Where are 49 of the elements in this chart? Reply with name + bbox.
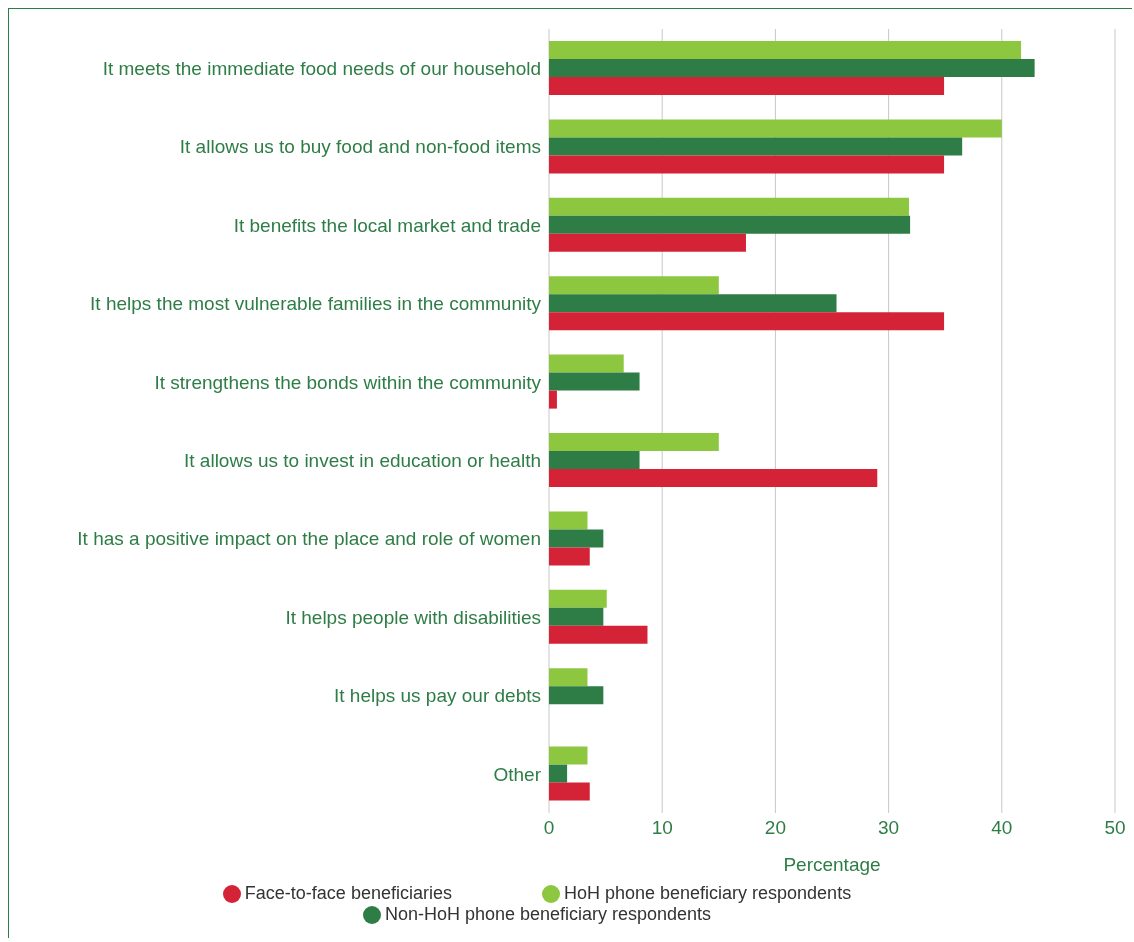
bar [549, 511, 588, 530]
bar [549, 433, 719, 451]
bar [549, 668, 588, 687]
bar [549, 686, 604, 705]
y-tick-label: Other [493, 763, 542, 785]
bar [549, 294, 837, 313]
bar [549, 764, 568, 783]
legend-label: Face-to-face beneficiaries [244, 883, 452, 903]
bar [549, 529, 604, 548]
legend-label: HoH phone beneficiary respondents [563, 883, 852, 903]
bar [549, 547, 590, 566]
y-tick-label: It helps people with disabilities [285, 606, 541, 628]
bar [549, 372, 640, 391]
bar [549, 77, 945, 95]
y-tick-label: It allows us to buy food and non-food items [179, 136, 541, 158]
bar [549, 276, 719, 295]
bar [549, 607, 604, 626]
bar [549, 233, 746, 252]
bar [549, 390, 557, 409]
x-tick-label: 30 [878, 817, 900, 839]
bar [549, 746, 588, 765]
y-tick-label: It helps us pay our debts [333, 685, 541, 707]
y-tick-label: It allows us to invest in education or health [184, 449, 541, 471]
bar [549, 625, 648, 644]
y-tick-label: It benefits the local market and trade [233, 214, 541, 236]
bar [549, 59, 1035, 77]
bar [549, 137, 963, 156]
bar [549, 354, 624, 373]
bar [549, 589, 607, 608]
x-tick-label: 50 [1104, 817, 1126, 839]
bar [549, 41, 1022, 59]
y-tick-label: It strengthens the bonds within the community [154, 371, 542, 393]
y-tick-label: It has a positive impact on the place and role of women [77, 528, 541, 550]
bar [549, 215, 911, 234]
bar [549, 155, 945, 174]
bar [549, 119, 1002, 138]
x-tick-label: 0 [543, 817, 555, 839]
x-axis-title: Percentage [783, 854, 881, 875]
y-tick-label: It meets the immediate food needs of our household [102, 57, 541, 79]
x-tick-label: 40 [991, 817, 1013, 839]
x-tick-label: 10 [651, 817, 673, 839]
bar [549, 469, 878, 487]
bar [549, 312, 945, 331]
bar [549, 197, 909, 216]
legend-label: Non-HoH phone beneficiary respondents [384, 904, 712, 924]
bar [549, 782, 590, 801]
bar [549, 451, 640, 469]
y-tick-label: It helps the most vulnerable families in the community [90, 293, 542, 315]
x-tick-label: 20 [764, 817, 786, 839]
